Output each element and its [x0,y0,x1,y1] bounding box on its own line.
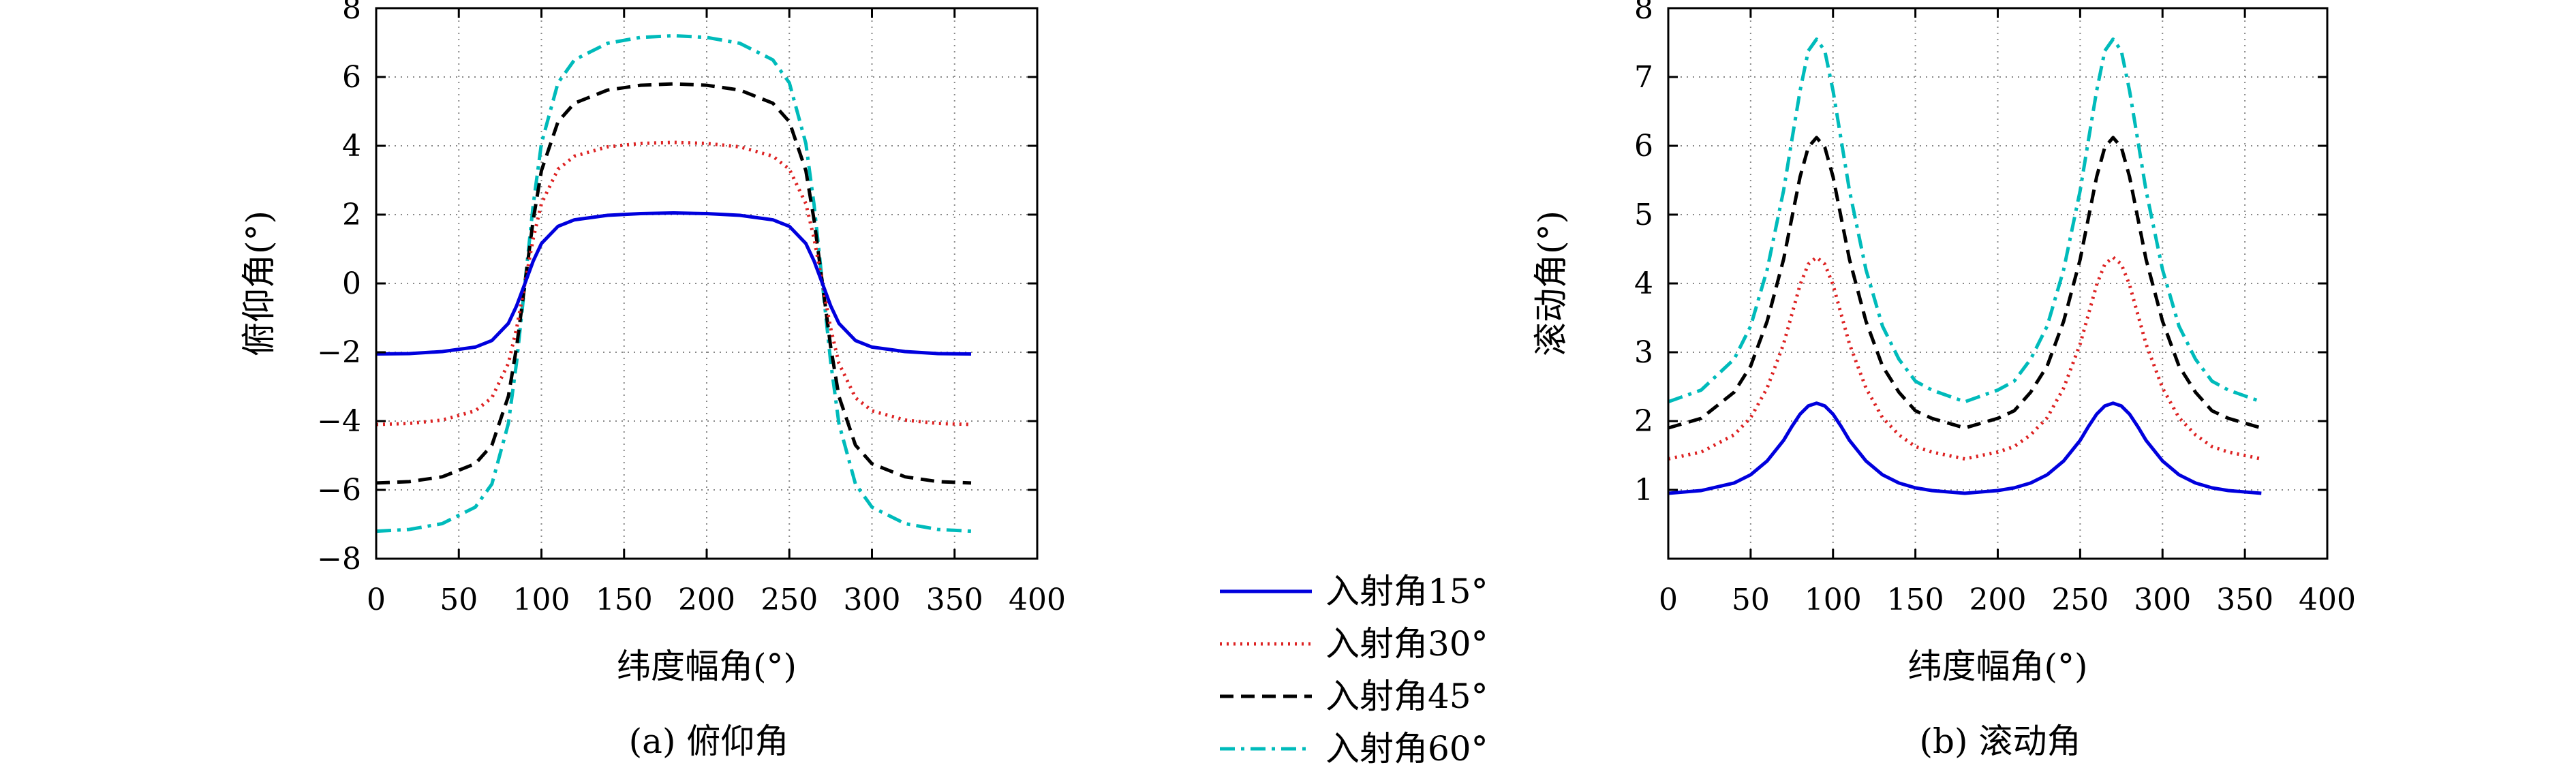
y-tick-label: −6 [317,473,361,508]
series-line [1668,256,2262,461]
pitch-angle-chart: 0 50 100 150 200 250 300 350 400 −8 −6 −4 −2 0 2 4 6 8 纬度幅… [239,0,1066,686]
y-tick-label: 2 [342,198,361,232]
y-tick-label: −4 [317,404,361,439]
caption-a: (a) 俯仰角 [629,722,789,761]
x-tick-label: 50 [440,583,478,617]
y-tick-label: 8 [1634,0,1653,26]
y-tick-label: 5 [1634,198,1653,232]
series-line [1668,401,2262,495]
y-tick-label: 6 [1634,129,1653,164]
series-line [375,140,972,427]
x-tick-label: 250 [761,583,818,617]
y-tick-label: −8 [317,542,361,576]
x-tick-label: 300 [844,583,901,617]
y-tick-label: 4 [342,129,361,164]
y-tick-label: 7 [1634,60,1653,95]
x-tick-label: 400 [1009,583,1066,617]
y-tick-label: −2 [317,335,361,370]
legend-label-45: 入射角45° [1325,677,1488,716]
roll-angle-chart: 0 50 100 150 200 250 300 350 400 1 2 3 4 5 6 7 8 纬度幅角(°) 滚… [1531,0,2356,686]
x-tick-label: 150 [1887,583,1944,617]
y-tick-label: 8 [342,0,361,26]
y-tick-label: 1 [1634,473,1653,508]
legend-label-60: 入射角60° [1325,729,1488,769]
y-tick-label: 6 [342,60,361,95]
y-tick-label: 2 [1634,404,1653,439]
x-tick-label: 0 [367,583,386,617]
x-tick-label: 400 [2299,583,2356,617]
caption-b: (b) 滚动角 [1920,722,2081,761]
x-axis-label: 纬度幅角(°) [1907,647,2087,686]
x-tick-label: 350 [2216,583,2273,617]
x-tick-label: 100 [513,583,570,617]
series-line [375,33,972,533]
y-axis-label: 俯仰角(°) [239,211,279,356]
x-tick-label: 200 [678,583,735,617]
series-line [1668,37,2263,404]
x-tick-label: 300 [2134,583,2191,617]
x-tick-label: 350 [926,583,983,617]
x-tick-label: 100 [1805,583,1862,617]
legend: 入射角15° 入射角30° 入射角45° 入射角60° [1220,572,1488,769]
x-tick-label: 0 [1659,583,1678,617]
legend-label-15: 入射角15° [1325,572,1488,611]
series-line [1668,136,2262,430]
legend-label-30: 入射角30° [1325,624,1488,664]
y-axis-label: 滚动角(°) [1531,211,1571,356]
x-tick-label: 250 [2051,583,2109,617]
x-tick-label: 50 [1732,583,1770,617]
series-line [375,211,972,356]
y-tick-label: 4 [1634,266,1653,301]
y-tick-label: 0 [342,266,361,301]
x-tick-label: 150 [596,583,653,617]
x-axis-label: 纬度幅角(°) [617,647,797,686]
y-tick-label: 3 [1634,335,1653,370]
x-tick-label: 200 [1969,583,2027,617]
series-line [375,82,972,485]
